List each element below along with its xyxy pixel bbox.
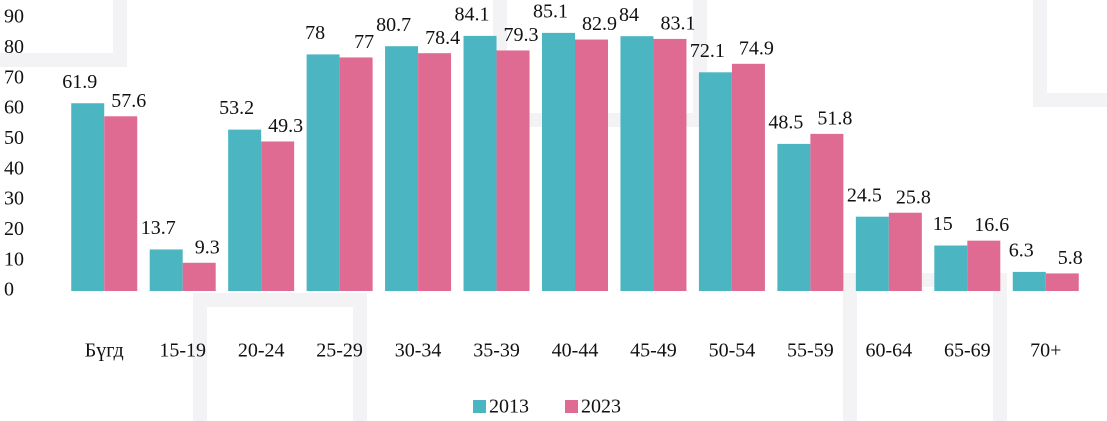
bar — [698, 72, 732, 292]
data-label: 51.8 — [817, 107, 852, 129]
data-label: 5.8 — [1058, 247, 1083, 269]
y-tick-label: 10 — [4, 248, 24, 270]
y-tick-label: 90 — [4, 6, 24, 28]
bar — [620, 36, 654, 292]
data-label: 79.3 — [504, 24, 539, 46]
data-label: 9.3 — [195, 236, 220, 258]
bar — [104, 116, 138, 291]
x-tick-label: 25-29 — [316, 340, 363, 362]
data-label: 77 — [354, 31, 374, 53]
legend-swatch — [473, 400, 486, 413]
x-tick-label: 70+ — [1030, 340, 1061, 362]
bar — [1045, 273, 1079, 291]
y-tick-label: 50 — [4, 127, 24, 149]
bar — [71, 103, 105, 291]
x-tick-label: 40-44 — [552, 340, 599, 362]
legend-label: 2013 — [489, 396, 529, 418]
data-label: 61.9 — [62, 71, 97, 93]
data-label: 80.7 — [376, 14, 411, 36]
data-label: 25.8 — [896, 186, 931, 208]
y-tick-label: 30 — [4, 188, 24, 210]
data-label: 13.7 — [141, 217, 176, 239]
bar — [810, 133, 844, 291]
data-label: 48.5 — [768, 111, 803, 133]
bar — [777, 143, 811, 291]
y-tick-label: 70 — [4, 66, 24, 88]
bar — [418, 53, 452, 291]
data-label: 49.3 — [268, 115, 303, 137]
bar — [385, 46, 419, 292]
y-tick-label: 60 — [4, 97, 24, 119]
x-tick-label: 45-49 — [630, 340, 677, 362]
data-label: 84 — [619, 4, 639, 26]
bar — [888, 212, 922, 291]
bar — [967, 240, 1001, 291]
legend-label: 2023 — [581, 396, 621, 418]
data-label: 84.1 — [455, 3, 490, 25]
data-label: 72.1 — [690, 40, 725, 62]
y-tick-label: 0 — [4, 279, 14, 301]
data-label: 53.2 — [219, 97, 254, 119]
bar — [934, 245, 968, 291]
bar — [575, 39, 608, 291]
x-tick-label: 15-19 — [159, 340, 206, 362]
data-label: 74.9 — [739, 37, 774, 59]
bar — [496, 50, 530, 291]
bar — [463, 35, 497, 291]
data-label: 6.3 — [1009, 239, 1034, 261]
data-label: 57.6 — [111, 90, 146, 112]
bar — [306, 54, 340, 292]
bar — [653, 38, 687, 292]
x-tick-label: 20-24 — [238, 340, 285, 362]
data-label: 85.1 — [533, 0, 568, 22]
bar — [339, 57, 373, 291]
x-tick-label: 50-54 — [709, 340, 756, 362]
data-label: 24.5 — [847, 184, 882, 206]
data-label: 83.1 — [660, 13, 695, 35]
x-tick-label: 30-34 — [395, 340, 442, 362]
data-label: 15 — [933, 213, 953, 235]
bar — [182, 262, 216, 291]
bar — [1012, 271, 1046, 291]
legend-swatch — [565, 400, 578, 413]
data-label: 78.4 — [425, 27, 460, 49]
bar — [731, 63, 765, 292]
y-tick-label: 80 — [4, 36, 24, 58]
x-tick-label: 35-39 — [473, 340, 520, 362]
y-tick-label: 20 — [4, 218, 24, 240]
data-label: 82.9 — [582, 13, 617, 35]
data-label: 78 — [305, 22, 325, 44]
data-label: 16.6 — [974, 214, 1009, 236]
bar — [149, 249, 183, 291]
bar — [228, 129, 262, 291]
x-tick-label: 60-64 — [866, 340, 913, 362]
x-tick-label: 65-69 — [944, 340, 991, 362]
x-tick-label: Бүгд — [85, 340, 124, 362]
y-tick-label: 40 — [4, 157, 24, 179]
x-tick-label: 55-59 — [787, 340, 834, 362]
bar — [855, 216, 889, 291]
bar — [261, 141, 295, 291]
bar — [542, 32, 575, 291]
